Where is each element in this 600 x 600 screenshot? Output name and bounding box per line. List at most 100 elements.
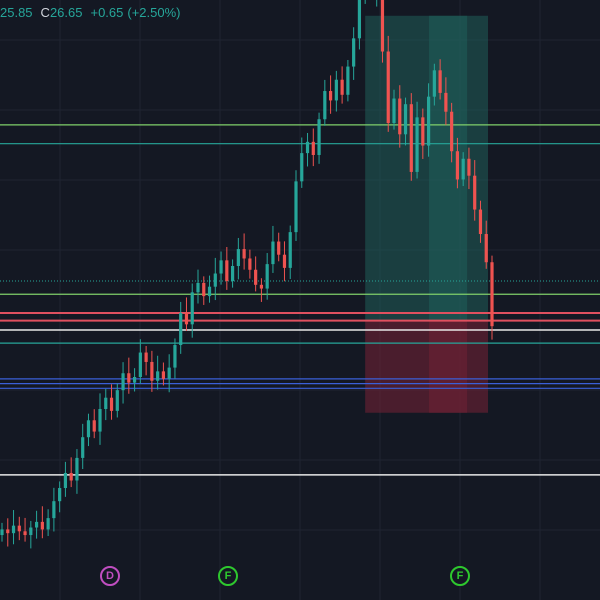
candle-body bbox=[467, 158, 471, 176]
candle-body bbox=[444, 92, 448, 112]
ohlc-legend: 25.85 C 26.65 +0.65 (+2.50%) bbox=[0, 3, 181, 21]
candle-body bbox=[484, 234, 488, 263]
candle-body bbox=[328, 91, 333, 101]
candle-body bbox=[271, 241, 275, 265]
candle-body bbox=[311, 141, 315, 155]
candle-body bbox=[265, 264, 269, 289]
candle-body bbox=[230, 266, 235, 282]
candle-body bbox=[305, 141, 310, 154]
candle-body bbox=[254, 269, 258, 285]
horizontal-levels[interactable] bbox=[0, 124, 600, 476]
candle-body bbox=[294, 181, 298, 233]
candle-body bbox=[40, 521, 44, 530]
candle-body bbox=[23, 531, 27, 536]
position-zones bbox=[365, 15, 488, 413]
dividend-marker-label: D bbox=[106, 570, 114, 582]
candle-body bbox=[300, 153, 304, 182]
candle-body bbox=[173, 345, 177, 368]
financials-marker-label: F bbox=[224, 570, 232, 582]
candle-body bbox=[196, 282, 200, 293]
candle-body bbox=[63, 472, 68, 489]
candle-body bbox=[138, 352, 142, 378]
candle-body bbox=[421, 117, 425, 146]
candle-body bbox=[98, 408, 102, 432]
candle-body bbox=[104, 397, 108, 409]
candle-body bbox=[11, 525, 16, 534]
candle-body bbox=[109, 397, 114, 411]
financials-marker[interactable]: F bbox=[450, 566, 470, 586]
candle-body bbox=[213, 273, 217, 287]
candle-body bbox=[432, 70, 436, 97]
candle-body bbox=[52, 501, 56, 519]
candle-body bbox=[455, 151, 460, 180]
candle-body bbox=[190, 292, 194, 325]
candle-body bbox=[340, 79, 344, 95]
candle-body bbox=[392, 98, 396, 124]
candle-body bbox=[115, 390, 119, 411]
candle-body bbox=[334, 79, 338, 101]
loss-zone-overlap bbox=[429, 320, 468, 413]
candle-body bbox=[403, 104, 408, 135]
candle-body bbox=[277, 241, 281, 255]
candle-body bbox=[75, 457, 79, 481]
candle-body bbox=[0, 529, 4, 536]
financials-marker[interactable]: F bbox=[218, 566, 238, 586]
low-value: 25.85 bbox=[0, 4, 33, 20]
candle-body bbox=[92, 420, 96, 432]
candle-body bbox=[490, 262, 494, 327]
candle-body bbox=[179, 313, 183, 346]
dividend-marker[interactable]: D bbox=[100, 566, 120, 586]
candle-body bbox=[29, 527, 33, 536]
candle-body bbox=[58, 488, 62, 502]
candle-body bbox=[17, 525, 21, 532]
candle-body bbox=[415, 117, 419, 172]
candle-body bbox=[132, 377, 137, 383]
candle-body bbox=[478, 209, 483, 235]
candle-body bbox=[438, 70, 442, 93]
candle-body bbox=[323, 91, 327, 120]
candle-body bbox=[121, 373, 125, 391]
loss-zone bbox=[365, 320, 488, 413]
candle-body bbox=[225, 260, 229, 282]
candle-body bbox=[156, 371, 160, 381]
candle-body bbox=[386, 51, 390, 124]
candle-body bbox=[288, 232, 292, 268]
candle-body bbox=[184, 313, 189, 325]
candle-body bbox=[161, 371, 166, 379]
candle-body bbox=[202, 282, 206, 297]
candle-body bbox=[81, 437, 85, 458]
candle-body bbox=[259, 284, 264, 289]
candlesticks bbox=[0, 0, 494, 549]
candle-body bbox=[46, 518, 50, 530]
candle-body bbox=[473, 175, 477, 210]
candle-body bbox=[450, 111, 454, 152]
candle-body bbox=[352, 38, 356, 67]
candle-body bbox=[144, 352, 148, 362]
candle-body bbox=[69, 472, 73, 481]
profit-zone-overlap bbox=[429, 15, 468, 321]
candle-body bbox=[242, 249, 246, 259]
candle-body bbox=[207, 286, 212, 297]
close-value: 26.65 bbox=[49, 4, 83, 20]
candle-body bbox=[282, 254, 287, 268]
candle-body bbox=[150, 361, 154, 381]
candle-body bbox=[317, 119, 321, 155]
candle-body bbox=[409, 104, 413, 172]
candle-body bbox=[127, 373, 131, 383]
candle-body bbox=[219, 260, 223, 274]
close-label: C bbox=[40, 4, 50, 20]
financials-marker-label: F bbox=[456, 570, 464, 582]
candle-body bbox=[380, 0, 385, 52]
candle-body bbox=[34, 521, 39, 528]
candle-body bbox=[248, 258, 252, 270]
candle-body bbox=[6, 529, 10, 534]
candle-body bbox=[357, 0, 362, 39]
change-percent: (+2.50%) bbox=[127, 4, 181, 20]
change-value: +0.65 bbox=[90, 4, 124, 20]
candle-body bbox=[86, 420, 91, 438]
candle-body bbox=[461, 158, 465, 180]
candle-body bbox=[167, 367, 171, 379]
